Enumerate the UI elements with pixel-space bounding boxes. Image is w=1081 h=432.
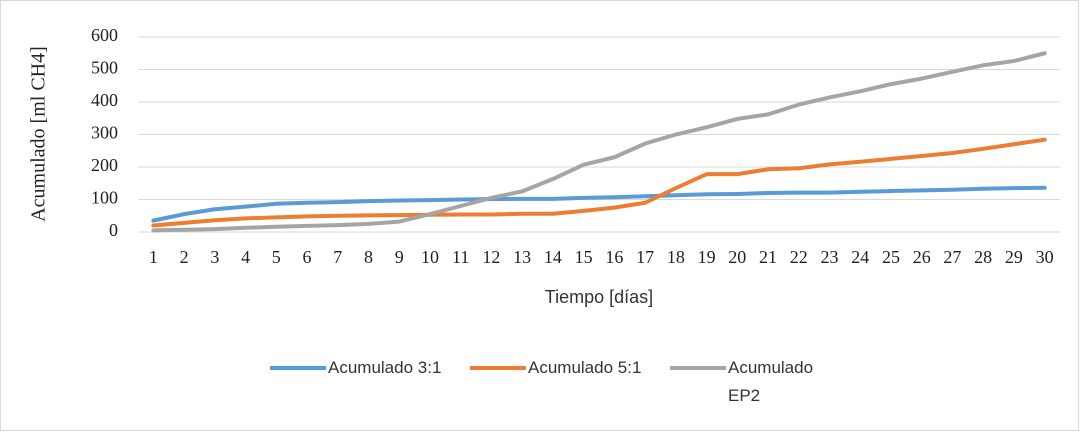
x-tick-label: 1 — [149, 247, 158, 267]
x-tick-label: 24 — [851, 247, 869, 267]
x-tick-label: 16 — [605, 247, 623, 267]
y-tick-label: 100 — [91, 188, 118, 208]
y-tick-label: 0 — [109, 220, 118, 240]
x-tick-label: 6 — [303, 247, 312, 267]
line-series — [151, 185, 1047, 223]
x-tick-label: 29 — [1005, 247, 1023, 267]
x-tick-label: 13 — [513, 247, 531, 267]
x-tick-label: 22 — [790, 247, 808, 267]
x-tick-label: 28 — [974, 247, 992, 267]
x-tick-label: 14 — [544, 247, 562, 267]
y-axis-title: Acumulado [ml CH4] — [28, 46, 50, 222]
x-tick-label: 10 — [421, 247, 439, 267]
y-tick-label: 400 — [91, 90, 118, 110]
y-tick-label: 200 — [91, 155, 118, 175]
legend-label: Acumulado 3:1 — [328, 358, 442, 377]
x-tick-label: 3 — [210, 247, 219, 267]
x-tick-label: 20 — [728, 247, 746, 267]
x-tick-label: 21 — [759, 247, 777, 267]
x-tick-label: 26 — [913, 247, 931, 267]
x-tick-label: 11 — [452, 247, 469, 267]
x-tick-label: 5 — [272, 247, 281, 267]
x-tick-label: 25 — [882, 247, 900, 267]
y-tick-label: 300 — [91, 123, 118, 143]
x-tick-label: 7 — [333, 247, 342, 267]
x-tick-label: 27 — [943, 247, 961, 267]
x-tick-label: 19 — [698, 247, 716, 267]
x-tick-label: 12 — [482, 247, 500, 267]
x-tick-label: 8 — [364, 247, 373, 267]
x-axis-title: Tiempo [días] — [545, 287, 653, 307]
x-tick-label: 9 — [395, 247, 404, 267]
y-tick-label: 600 — [91, 25, 118, 45]
x-tick-label: 18 — [667, 247, 685, 267]
line-series — [151, 137, 1047, 228]
x-tick-label: 2 — [180, 247, 189, 267]
x-tick-label: 23 — [821, 247, 839, 267]
line-series — [151, 51, 1047, 233]
legend-label: Acumulado 5:1 — [528, 358, 642, 377]
x-tick-label: 15 — [575, 247, 593, 267]
x-tick-label: 17 — [636, 247, 654, 267]
legend-label: Acumulado EP2 — [728, 358, 814, 405]
x-tick-label: 4 — [241, 247, 250, 267]
x-tick-label: 30 — [1036, 247, 1054, 267]
y-tick-label: 500 — [91, 58, 118, 78]
